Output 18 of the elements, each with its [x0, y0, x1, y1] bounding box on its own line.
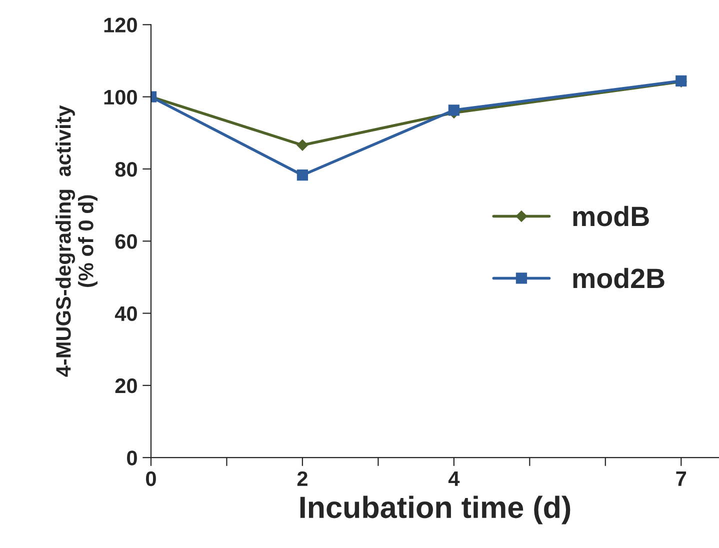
legend-label: mod2B	[573, 268, 664, 288]
x-tick-label: 4	[448, 472, 460, 486]
x-tick-label: 7	[676, 472, 686, 486]
y-tick-label: 40	[114, 306, 137, 322]
point	[296, 170, 308, 181]
point	[296, 140, 308, 151]
x-tick-label: 0	[146, 471, 156, 486]
x-tick-label: 2	[297, 471, 308, 486]
y-axis-title: 4-MUGS-degrading activity (% of 0 d)	[56, 105, 98, 377]
y-tick-label: 120	[104, 18, 137, 32]
y-tick-label: 0	[127, 450, 137, 466]
y-tick-label: 20	[115, 378, 137, 394]
legend-label: modB	[573, 206, 649, 226]
point	[448, 104, 460, 116]
y-tick-label: 60	[115, 234, 137, 249]
x-axis-title: Incubation time (d)	[300, 496, 570, 524]
y-tick-label: 100	[104, 90, 137, 105]
y-tick-label: 80	[115, 162, 137, 177]
